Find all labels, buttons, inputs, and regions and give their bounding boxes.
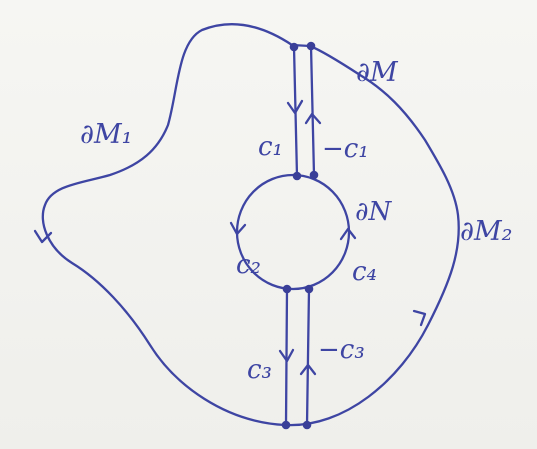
dot-bottom-right [302, 420, 312, 430]
dot-circle-top-left [292, 171, 302, 181]
label-boundary-M2: ∂M₂ [460, 216, 512, 247]
cut-neg-c1-line [309, 44, 316, 177]
label-neg-c1: −c₁ [322, 134, 369, 164]
arrow-circle-right-icon [339, 227, 357, 241]
junction-dots [281, 41, 319, 430]
arrow-outer-left-icon [33, 229, 53, 244]
dot-circle-bottom-right [304, 284, 314, 294]
dot-top-left [289, 42, 299, 52]
label-boundary-M: ∂M [356, 57, 399, 88]
label-c2: c₂ [236, 250, 261, 280]
arrow-outer-right-icon [412, 309, 427, 327]
cut-c3-line [284, 287, 289, 427]
dot-circle-top-right [309, 170, 319, 180]
arrow-neg-c1-up-icon [304, 112, 322, 125]
label-c3: c₃ [247, 355, 272, 385]
cut-neg-c3-line [305, 287, 311, 427]
outer-boundary-curve [41, 23, 460, 427]
arrow-c3-down-icon [278, 348, 295, 363]
label-c4: c₄ [352, 257, 377, 287]
label-c1: c₁ [258, 132, 283, 162]
arrow-circle-left-icon [229, 221, 247, 236]
dot-top-right [306, 41, 316, 51]
dot-circle-bottom-left [282, 284, 292, 294]
label-boundary-N: ∂N [355, 197, 392, 227]
label-boundary-M1: ∂M₁ [80, 119, 132, 150]
dot-bottom-left [281, 420, 291, 430]
arrow-neg-c3-up-icon [299, 363, 317, 376]
arrow-c1-down-icon [286, 99, 304, 115]
label-neg-c3: −c₃ [318, 335, 365, 365]
